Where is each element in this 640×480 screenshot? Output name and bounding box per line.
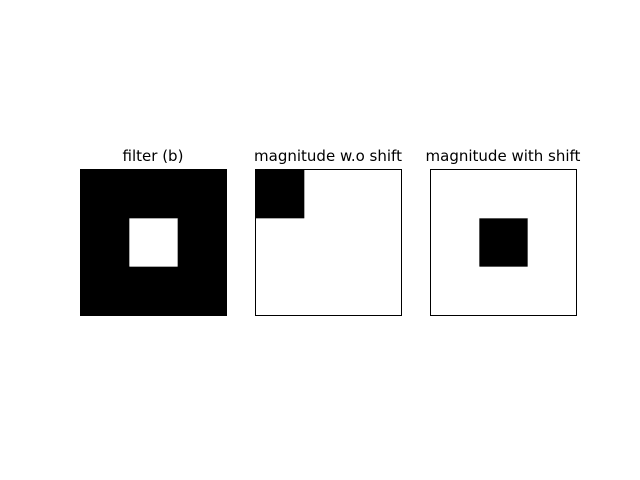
grid-cell-2-0 [81,266,130,315]
grid-cell-0-1 [129,170,179,219]
panel-title-magnitude-with-shift: magnitude with shift [425,147,581,165]
grid-cell-2-2 [177,266,226,315]
panel-title-filter: filter (b) [122,147,184,165]
grid-cell-0-0 [256,170,305,219]
grid-cell-1-1 [129,218,179,268]
magnitude-with-shift-grid [431,170,576,315]
grid-cell-2-2 [527,266,576,315]
grid-cell-1-0 [431,218,480,268]
panel-magnitude-no-shift-image [255,169,402,316]
grid-cell-0-2 [527,170,576,219]
grid-cell-2-1 [479,266,529,315]
grid-cell-0-1 [304,170,354,219]
grid-cell-0-0 [431,170,480,219]
grid-cell-0-2 [177,170,226,219]
grid-cell-2-2 [352,266,401,315]
panel-magnitude-with-shift-image [430,169,577,316]
grid-cell-1-0 [81,218,130,268]
grid-cell-2-0 [256,266,305,315]
grid-cell-1-1 [304,218,354,268]
grid-cell-2-1 [129,266,179,315]
filter-grid [81,170,226,315]
grid-cell-2-0 [431,266,480,315]
magnitude-no-shift-grid [256,170,401,315]
grid-cell-1-1 [479,218,529,268]
panel-filter-image [80,169,227,316]
grid-cell-2-1 [304,266,354,315]
grid-cell-0-0 [81,170,130,219]
grid-cell-1-2 [352,218,401,268]
grid-cell-1-2 [527,218,576,268]
grid-cell-0-2 [352,170,401,219]
grid-cell-1-2 [177,218,226,268]
grid-cell-1-0 [256,218,305,268]
panel-title-magnitude-no-shift: magnitude w.o shift [254,147,402,165]
grid-cell-0-1 [479,170,529,219]
